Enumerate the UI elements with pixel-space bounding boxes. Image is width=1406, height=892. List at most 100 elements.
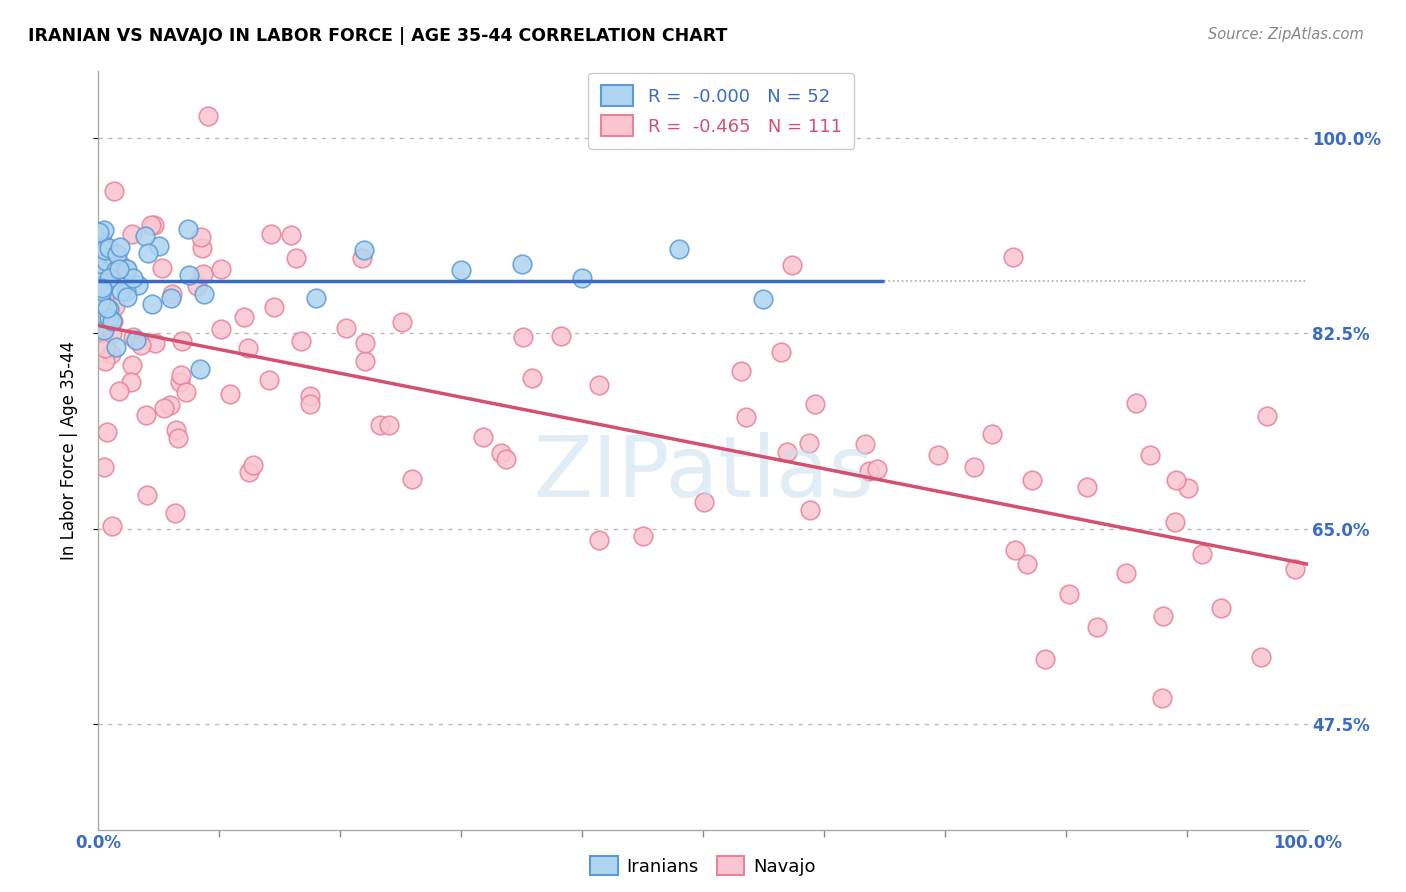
- Point: [108, 384, 131, 398]
- Point: [290, 334, 312, 349]
- Point: [797, 436, 820, 450]
- Point: [153, 401, 176, 416]
- Point: [1177, 481, 1199, 495]
- Point: [238, 466, 260, 480]
- Point: [134, 228, 156, 243]
- Point: [188, 361, 211, 376]
- Point: [631, 528, 654, 542]
- Point: [1256, 409, 1278, 424]
- Point: [100, 347, 122, 361]
- Point: [190, 230, 212, 244]
- Point: [120, 375, 142, 389]
- Point: [284, 252, 307, 266]
- Point: [91, 281, 114, 295]
- Point: [391, 315, 413, 329]
- Point: [169, 375, 191, 389]
- Point: [780, 258, 803, 272]
- Point: [104, 263, 127, 277]
- Point: [139, 218, 162, 232]
- Point: [550, 329, 572, 343]
- Legend: Iranians, Navajo: Iranians, Navajo: [583, 849, 823, 883]
- Point: [159, 398, 181, 412]
- Point: [89, 295, 111, 310]
- Point: [110, 285, 132, 299]
- Point: [197, 109, 219, 123]
- Point: [160, 287, 183, 301]
- Point: [121, 329, 143, 343]
- Point: [93, 239, 115, 253]
- Point: [495, 452, 517, 467]
- Point: [103, 184, 125, 198]
- Point: [177, 221, 200, 235]
- Point: [93, 290, 115, 304]
- Point: [219, 386, 242, 401]
- Point: [165, 423, 187, 437]
- Point: [97, 241, 120, 255]
- Point: [735, 410, 758, 425]
- Point: [299, 389, 322, 403]
- Point: [858, 464, 880, 478]
- Point: [1001, 250, 1024, 264]
- Point: [141, 296, 163, 310]
- Point: [94, 341, 117, 355]
- Point: [96, 301, 118, 315]
- Point: [775, 445, 797, 459]
- Point: [1164, 473, 1187, 487]
- Text: IRANIAN VS NAVAJO IN LABOR FORCE | AGE 35-44 CORRELATION CHART: IRANIAN VS NAVAJO IN LABOR FORCE | AGE 3…: [28, 27, 727, 45]
- Point: [94, 261, 117, 276]
- Point: [91, 280, 114, 294]
- Point: [1250, 650, 1272, 665]
- Point: [104, 300, 127, 314]
- Point: [259, 373, 281, 387]
- Point: [108, 262, 131, 277]
- Point: [167, 431, 190, 445]
- Point: [1035, 652, 1057, 666]
- Point: [752, 292, 775, 306]
- Point: [352, 251, 374, 265]
- Point: [135, 408, 157, 422]
- Text: ZIPatlas: ZIPatlas: [533, 432, 873, 515]
- Point: [93, 312, 115, 326]
- Point: [1211, 601, 1233, 615]
- Point: [1087, 620, 1109, 634]
- Point: [145, 335, 167, 350]
- Point: [91, 233, 114, 247]
- Point: [489, 446, 512, 460]
- Point: [96, 425, 118, 440]
- Point: [115, 262, 138, 277]
- Point: [354, 354, 377, 368]
- Point: [89, 275, 111, 289]
- Point: [769, 345, 792, 359]
- Point: [122, 271, 145, 285]
- Point: [150, 260, 173, 275]
- Point: [87, 263, 110, 277]
- Point: [148, 238, 170, 252]
- Point: [1017, 557, 1039, 571]
- Point: [129, 338, 152, 352]
- Point: [450, 263, 472, 277]
- Y-axis label: In Labor Force | Age 35-44: In Labor Force | Age 35-44: [59, 341, 77, 560]
- Point: [176, 385, 198, 400]
- Point: [305, 291, 328, 305]
- Point: [93, 460, 115, 475]
- Point: [259, 227, 281, 241]
- Point: [512, 329, 534, 343]
- Point: [98, 271, 121, 285]
- Point: [588, 378, 610, 392]
- Point: [121, 227, 143, 241]
- Point: [94, 354, 117, 368]
- Point: [804, 397, 827, 411]
- Point: [93, 222, 115, 236]
- Point: [1115, 566, 1137, 580]
- Point: [1152, 608, 1174, 623]
- Point: [855, 437, 877, 451]
- Point: [172, 334, 194, 348]
- Point: [668, 242, 690, 256]
- Point: [1164, 515, 1187, 529]
- Point: [94, 277, 117, 291]
- Point: [1125, 396, 1147, 410]
- Point: [89, 225, 111, 239]
- Point: [209, 322, 232, 336]
- Point: [353, 336, 375, 351]
- Point: [571, 270, 593, 285]
